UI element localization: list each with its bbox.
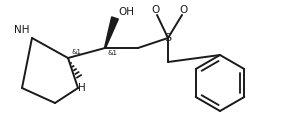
Text: S: S — [164, 33, 172, 43]
Polygon shape — [105, 17, 118, 48]
Text: OH: OH — [118, 7, 134, 17]
Text: &1: &1 — [107, 50, 117, 56]
Text: NH: NH — [14, 25, 30, 35]
Text: O: O — [151, 5, 159, 15]
Text: &1: &1 — [72, 49, 82, 55]
Text: O: O — [180, 5, 188, 15]
Text: H: H — [78, 83, 86, 93]
